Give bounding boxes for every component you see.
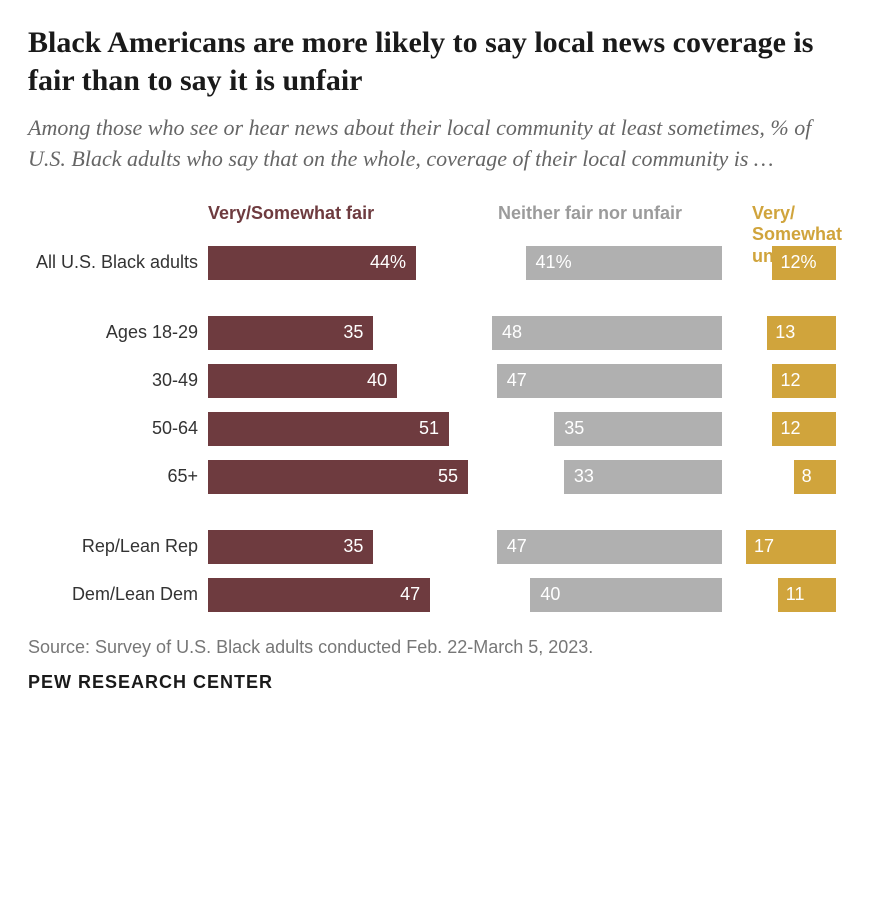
bar-value: 41% (536, 252, 572, 273)
bar-value: 40 (367, 370, 387, 391)
bar-fair: 44% (208, 246, 416, 280)
bar-value: 55 (438, 466, 458, 487)
bar-value: 47 (507, 536, 527, 557)
bar-unfair: 12 (772, 364, 836, 398)
bar-neither: 47 (497, 364, 722, 398)
data-row: All U.S. Black adults 44% 41% 12% (28, 243, 852, 283)
bar-neither: 48 (492, 316, 722, 350)
data-row: 50-64 51 35 12 (28, 409, 852, 449)
bar-value: 35 (343, 322, 363, 343)
bar-value: 47 (400, 584, 420, 605)
bar-unfair: 11 (778, 578, 836, 612)
bar-value: 11 (786, 584, 805, 605)
bar-unfair: 12 (772, 412, 836, 446)
row-label: Dem/Lean Dem (28, 584, 208, 605)
bar-value: 12 (780, 370, 800, 391)
bar-value: 35 (343, 536, 363, 557)
header-neither: Neither fair nor unfair (492, 203, 722, 237)
row-label: Rep/Lean Rep (28, 536, 208, 557)
bar-unfair: 17 (746, 530, 836, 564)
bar-value: 44% (370, 252, 406, 273)
bar-value: 51 (419, 418, 439, 439)
header-unfair: Very/ Somewhat unfair (746, 203, 842, 237)
bar-fair: 51 (208, 412, 449, 446)
row-label: 50-64 (28, 418, 208, 439)
footer-attribution: PEW RESEARCH CENTER (28, 672, 852, 693)
bar-neither: 40 (530, 578, 722, 612)
bar-value: 12 (780, 418, 800, 439)
data-row: Dem/Lean Dem 47 40 11 (28, 575, 852, 615)
bar-unfair: 13 (767, 316, 836, 350)
chart-subtitle: Among those who see or hear news about t… (28, 113, 852, 175)
data-row: 30-49 40 47 12 (28, 361, 852, 401)
bar-neither: 33 (564, 460, 722, 494)
bar-value: 33 (574, 466, 594, 487)
data-row: Ages 18-29 35 48 13 (28, 313, 852, 353)
chart-rows: All U.S. Black adults 44% 41% 12% Ages 18-29… (28, 243, 852, 615)
bar-value: 13 (775, 322, 795, 343)
chart-title: Black Americans are more likely to say l… (28, 24, 852, 99)
bar-value: 8 (802, 466, 812, 487)
bar-value: 17 (754, 536, 774, 557)
row-label: Ages 18-29 (28, 322, 208, 343)
bar-fair: 35 (208, 530, 373, 564)
data-row: Rep/Lean Rep 35 47 17 (28, 527, 852, 567)
source-note: Source: Survey of U.S. Black adults cond… (28, 637, 852, 658)
row-label: 30-49 (28, 370, 208, 391)
header-fair: Very/Somewhat fair (208, 203, 468, 237)
data-row: 65+ 55 33 8 (28, 457, 852, 497)
row-label: 65+ (28, 466, 208, 487)
bar-unfair: 8 (794, 460, 836, 494)
bar-value: 12% (780, 252, 816, 273)
bar-unfair: 12% (772, 246, 836, 280)
chart-area: Very/Somewhat fair Neither fair nor unfa… (28, 203, 852, 615)
bar-value: 47 (507, 370, 527, 391)
bar-value: 40 (540, 584, 560, 605)
bar-neither: 35 (554, 412, 722, 446)
bar-fair: 55 (208, 460, 468, 494)
bar-fair: 47 (208, 578, 430, 612)
bar-neither: 47 (497, 530, 722, 564)
row-label: All U.S. Black adults (28, 252, 208, 273)
bar-value: 48 (502, 322, 522, 343)
bar-fair: 40 (208, 364, 397, 398)
bar-neither: 41% (526, 246, 722, 280)
bar-fair: 35 (208, 316, 373, 350)
bar-value: 35 (564, 418, 584, 439)
column-headers: Very/Somewhat fair Neither fair nor unfa… (28, 203, 852, 237)
